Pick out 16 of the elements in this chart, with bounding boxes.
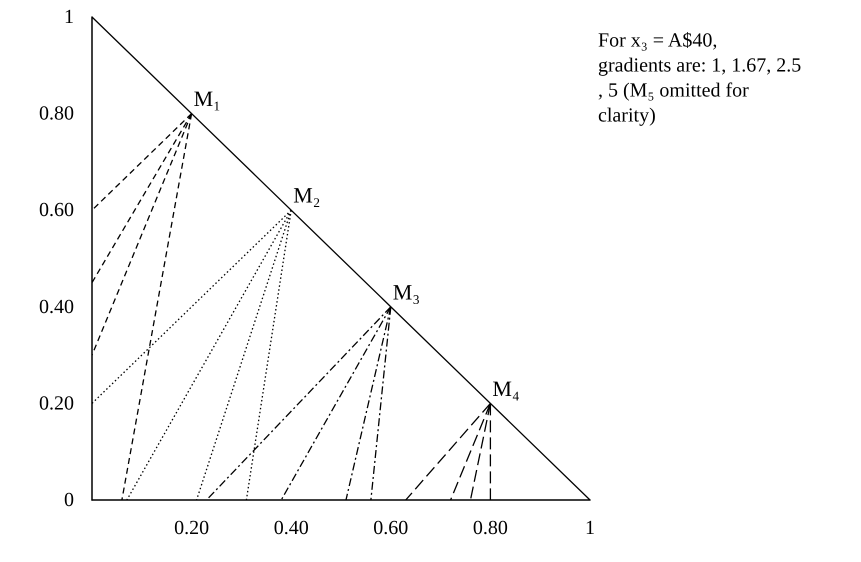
x-tick-label: 0.40 (274, 517, 309, 539)
annotation: M₁ (194, 86, 221, 112)
annotation: M₃ (392, 279, 420, 304)
y-tick-label: 0 (64, 489, 74, 511)
y-tick-label: 0.20 (39, 392, 74, 414)
text: For x₃ = A$40, gradients are: 1, 1.67, 2.5, 5 (M₅ omitted for clarity) (598, 30, 802, 126)
y-tick-label: 0.80 (39, 102, 74, 125)
x-tick-label: 0.20 (174, 517, 210, 539)
annotation: M₂ (293, 182, 320, 208)
x-tick-label: 0.80 (472, 517, 508, 539)
y-tick-label: 1 (64, 6, 74, 28)
y-tick-label: 0.60 (39, 199, 74, 222)
y-tick-label: 0.40 (39, 296, 74, 318)
x-tick-label: 1 (585, 517, 595, 539)
annotation: M₄ (492, 376, 520, 401)
x-tick-label: 0.60 (373, 517, 408, 539)
